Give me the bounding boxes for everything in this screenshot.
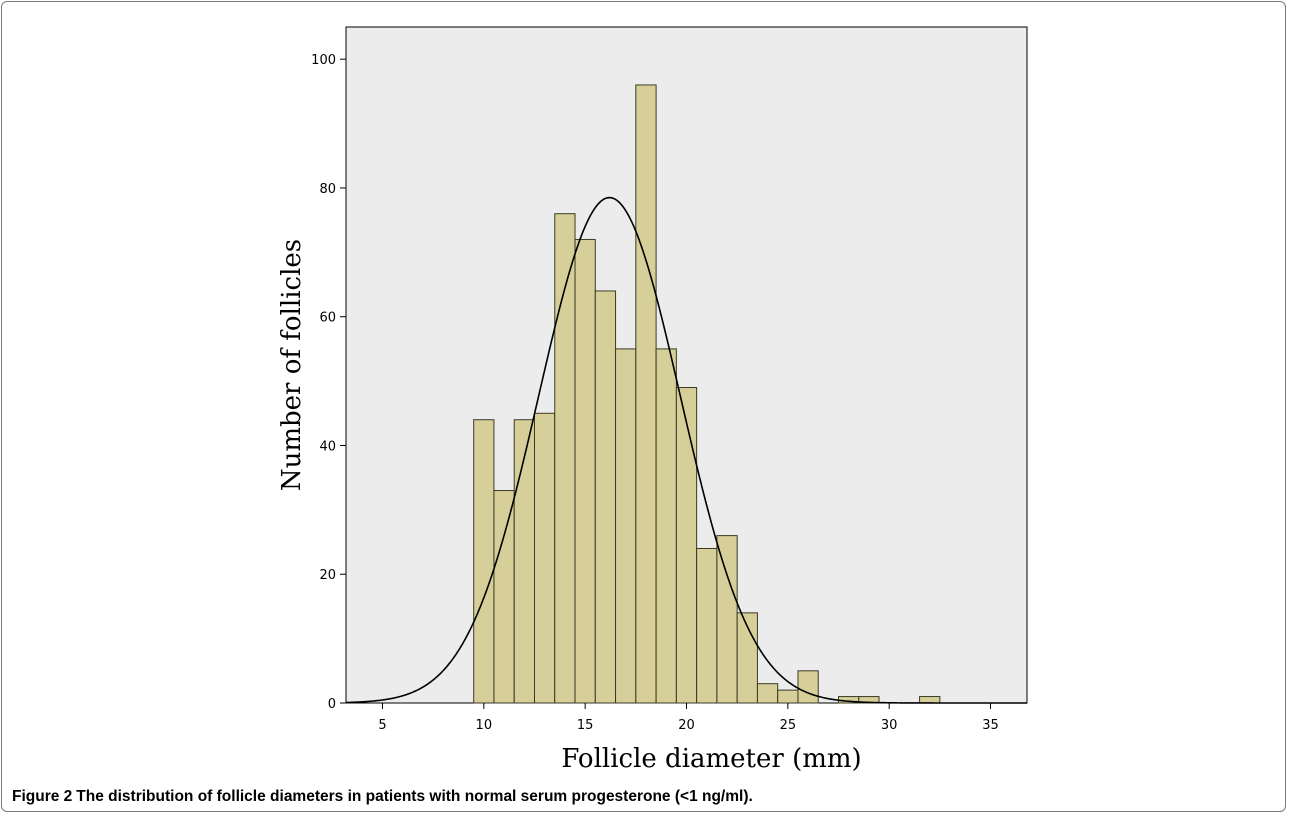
- histogram-bar-24: [756, 683, 779, 704]
- histogram-bar-18: [635, 84, 657, 704]
- histogram-bar-16: [594, 290, 617, 704]
- histogram-bar-17: [615, 348, 637, 704]
- histogram-bar-25: [777, 689, 799, 704]
- histogram-bar-21: [696, 547, 718, 704]
- x-axis-title: Follicle diameter (mm): [561, 744, 861, 774]
- normal-curve: [345, 196, 1027, 704]
- histogram-bar-12: [513, 419, 535, 704]
- histogram-bar-15: [574, 238, 596, 704]
- y-tick-label: 20: [319, 568, 336, 583]
- x-tick-label: 25: [780, 718, 797, 733]
- caption-label: Figure 2: [12, 788, 73, 805]
- x-tick-label: 10: [476, 718, 493, 733]
- y-tick-label: 0: [328, 697, 336, 712]
- axes-group: 5 10 15 20 25 30 35 0 20 40 60 80 100: [311, 53, 999, 733]
- histogram-bar-26: [797, 670, 819, 704]
- y-tick-label: 80: [319, 182, 336, 197]
- bars-group: [473, 84, 941, 704]
- x-tick-label: 30: [881, 718, 898, 733]
- x-tick-label: 20: [678, 718, 695, 733]
- histogram-bar-11: [493, 490, 515, 704]
- x-tick-label: 15: [577, 718, 594, 733]
- y-tick-label: 100: [311, 53, 336, 68]
- y-tick-label: 60: [319, 311, 336, 326]
- histogram-bar-10: [473, 419, 495, 704]
- y-tick-label: 40: [319, 439, 336, 454]
- x-tick-label: 5: [378, 718, 386, 733]
- caption-text: The distribution of follicle diameters i…: [76, 788, 753, 805]
- histogram-bar-13: [533, 412, 556, 704]
- x-tick-label: 35: [982, 718, 999, 733]
- histogram-bar-32: [919, 696, 941, 704]
- histogram-bar-20: [675, 387, 698, 704]
- histogram-bar-22: [716, 535, 738, 704]
- figure-caption: Figure 2 The distribution of follicle dia…: [12, 788, 753, 806]
- histogram-bar-19: [655, 348, 677, 704]
- y-axis-title: Number of follicles: [277, 239, 307, 491]
